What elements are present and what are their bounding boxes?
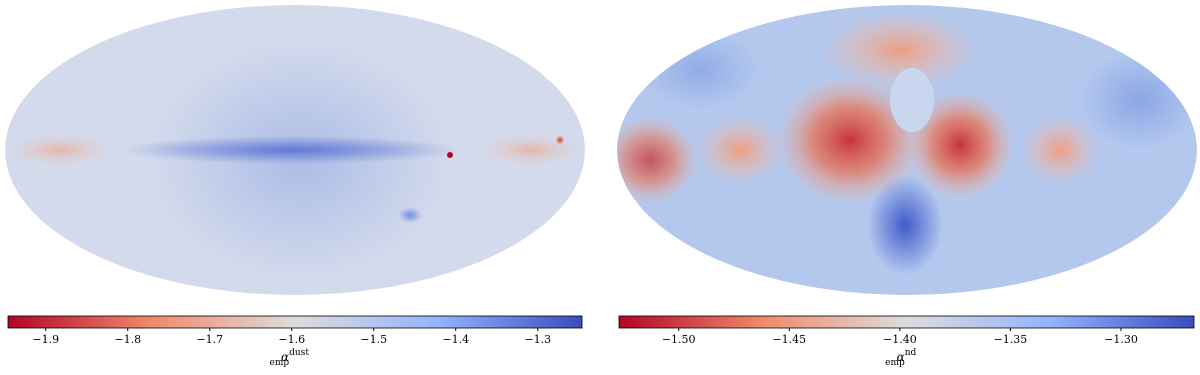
label-superscript: nd: [905, 348, 917, 358]
x-tick-label: −1.6: [278, 333, 305, 346]
label-subscript: emp: [885, 358, 905, 368]
map-nd: [617, 5, 1197, 295]
map-dust: [5, 5, 585, 295]
x-tick-label: −1.50: [662, 333, 696, 346]
axis-label: αnd emp: [885, 348, 916, 368]
label-symbol: α: [281, 350, 289, 364]
x-tick-label: −1.7: [196, 333, 223, 346]
colorbar: [7, 315, 583, 329]
axis-label: αdust emp: [270, 348, 310, 368]
x-tick-label: −1.30: [1104, 333, 1138, 346]
x-tick-label: −1.45: [772, 333, 806, 346]
x-tick-label: −1.40: [883, 333, 917, 346]
x-tick-label: −1.8: [114, 333, 141, 346]
x-tick-label: −1.4: [442, 333, 469, 346]
label-superscript: dust: [289, 348, 309, 358]
x-tick-label: −1.3: [524, 333, 551, 346]
x-tick-label: −1.35: [994, 333, 1028, 346]
label-symbol: α: [897, 350, 905, 364]
label-subscript: emp: [270, 358, 290, 368]
x-tick-label: −1.9: [32, 333, 59, 346]
colorbar: [618, 315, 1195, 329]
x-tick-label: −1.5: [360, 333, 387, 346]
